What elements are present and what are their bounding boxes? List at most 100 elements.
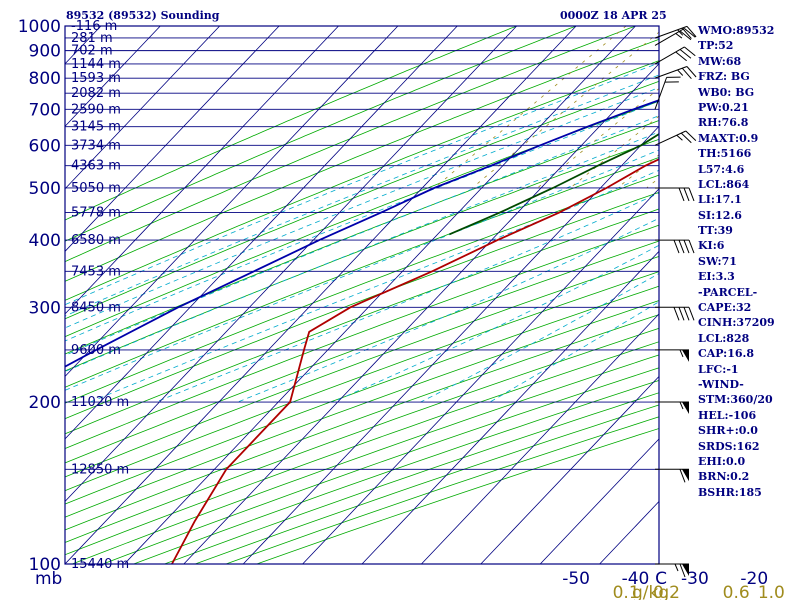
isotherm (539, 438, 659, 564)
index-item: -WIND- (698, 377, 744, 391)
wind-barb (655, 349, 689, 362)
index-item: STM:360/20 (698, 393, 773, 407)
wind-barb-half (679, 349, 684, 358)
temperature-tick-label: -20 (740, 569, 768, 589)
wind-barb-full (678, 239, 685, 254)
index-item: L57:4.6 (698, 162, 745, 176)
index-item: SHR+:0.0 (698, 424, 758, 438)
wind-barb-half (677, 29, 684, 36)
wind-barb-half (676, 134, 683, 141)
moist-adiabat (420, 273, 659, 403)
height-label: 5778 m (71, 206, 121, 221)
isotherm (65, 26, 339, 315)
index-item: TT:39 (698, 224, 733, 238)
wind-barb-full (688, 187, 695, 202)
temperature-unit-label: C (655, 569, 667, 589)
wind-barb-half (679, 401, 684, 410)
wind-pennant (682, 469, 689, 482)
height-label: 7453 m (71, 264, 121, 279)
height-label: 3145 m (71, 120, 121, 135)
isotherm (480, 375, 659, 564)
height-label: 2590 m (71, 102, 121, 117)
pressure-tick-label: 700 (29, 100, 61, 120)
wind-barb-half (674, 563, 679, 572)
wind-barbs (654, 25, 697, 578)
wind-barb-full (688, 239, 695, 254)
wind-barb-full (679, 30, 692, 41)
dry-adiabat (102, 367, 659, 564)
wind-barb (654, 25, 697, 39)
index-item: EI:3.3 (698, 270, 735, 284)
wind-barb-full (683, 307, 690, 321)
index-item: WMO:89532 (698, 24, 775, 37)
index-item: MW:68 (698, 54, 742, 68)
temperature-tick-label: -40 (622, 569, 650, 589)
dry-adiabat (65, 341, 659, 556)
isotherm (242, 125, 659, 564)
index-item: EHI:0.0 (698, 454, 746, 468)
index-item: TP:52 (698, 39, 734, 53)
wind-barb-full (678, 307, 685, 321)
moist-adiabat (155, 192, 659, 403)
wind-barb-staff (654, 25, 688, 39)
wind-barb-full (680, 132, 692, 144)
mixing-ratio-tick-label: 0.6 (723, 583, 750, 600)
pressure-tick-label: 1000 (18, 17, 61, 37)
mixing-ratio-line (537, 88, 659, 189)
wind-barb (655, 187, 695, 202)
mixing-ratio-tick-label: 1.0 (758, 583, 785, 600)
moist-adiabat (90, 169, 659, 403)
wind-barb-full (684, 46, 696, 57)
wind-barb-full (675, 51, 687, 62)
height-label: 1144 m (71, 57, 121, 72)
isotherm (65, 26, 161, 127)
index-item: RH:76.8 (698, 116, 749, 130)
wind-pennant (682, 349, 689, 362)
dry-adiabat (65, 327, 659, 543)
axis-labels: 100 200 300 400 500 600 700 800 900 1000 15440 m 12… (18, 17, 800, 600)
wind-barb-full (673, 307, 680, 321)
index-item: BSHR:185 (698, 485, 762, 499)
station-title: 89532 (89532) Sounding (66, 9, 220, 22)
index-item: BRN:0.2 (698, 470, 750, 484)
index-item: FRZ: BG (698, 70, 750, 84)
parcel-trace (65, 99, 659, 368)
moist-adiabat (65, 62, 659, 306)
index-item: MAXT:0.9 (698, 131, 759, 145)
index-item: CAPE:32 (698, 301, 752, 315)
pressure-tick-label: 800 (29, 69, 61, 89)
wind-barb-full (683, 239, 690, 254)
isotherm (65, 26, 220, 190)
mixing-ratio-tick-label: 0.2 (653, 583, 680, 600)
isotherm (361, 250, 659, 564)
height-label: 9600 m (71, 343, 121, 358)
wind-barb-staff (654, 46, 685, 65)
height-label: 15440 m (71, 557, 129, 572)
pressure-tick-label: 900 (29, 42, 61, 62)
temperature-tick-label: -30 (681, 569, 709, 589)
chart-grid (65, 26, 659, 564)
wind-barb (654, 66, 697, 80)
height-label: 6580 m (71, 233, 121, 248)
wind-barb-full (683, 187, 690, 202)
wind-barb-full (686, 26, 697, 38)
index-item: LFC:-1 (698, 362, 739, 376)
pressure-tick-label: 400 (29, 231, 61, 251)
index-item: SRDS:162 (698, 439, 760, 453)
isotherm (65, 26, 458, 440)
indices-panel: WMO:89532 TP:52 MW:68 FRZ: BG WB0: BG PW:0.21… (698, 23, 775, 500)
isotherm (65, 26, 577, 564)
height-label: 1593 m (71, 71, 121, 86)
height-label: 281 m (71, 31, 113, 46)
observation-time: 0000Z 18 APR 25 (560, 9, 667, 22)
height-label: 4363 m (71, 159, 121, 174)
mixing-ratio-unit-label: g/kg (632, 583, 669, 600)
height-label: 702 m (71, 44, 113, 59)
index-item: KI:6 (698, 239, 725, 253)
index-item: -PARCEL- (698, 285, 758, 299)
wind-barb (655, 563, 689, 578)
wind-pennant (682, 402, 689, 415)
wind-barb-full (685, 130, 697, 142)
wind-barb-full (673, 239, 680, 254)
moist-adiabat (65, 149, 659, 391)
